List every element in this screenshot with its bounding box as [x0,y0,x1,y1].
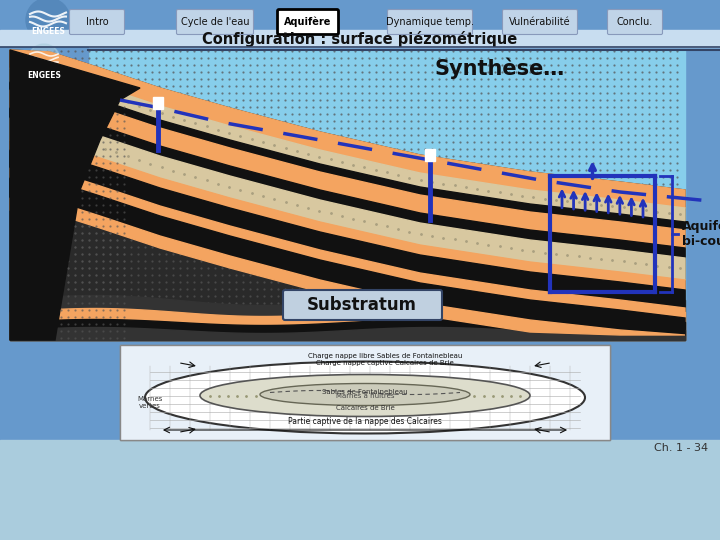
Bar [120,345,610,440]
FancyBboxPatch shape [387,10,472,35]
Polygon shape [10,68,685,222]
Text: Calcaires de Brie: Calcaires de Brie [336,404,395,410]
Ellipse shape [200,375,530,416]
Text: ENGEES: ENGEES [27,71,61,79]
Text: Charge nappe captive Calcaires de Brie: Charge nappe captive Calcaires de Brie [316,360,454,366]
Text: Intro: Intro [86,17,108,27]
Polygon shape [10,90,685,248]
FancyBboxPatch shape [277,10,338,35]
Bar [153,97,163,109]
Polygon shape [10,168,685,318]
Polygon shape [10,108,685,258]
Text: Ch. 1 - 34: Ch. 1 - 34 [654,443,708,453]
Text: Charge nappe libre Sables de Fontainebleau: Charge nappe libre Sables de Fontaineble… [308,353,462,359]
Circle shape [26,0,70,42]
Ellipse shape [145,361,585,434]
Bar [0,47,88,80]
Text: ENGEES: ENGEES [31,28,65,37]
Polygon shape [10,50,140,340]
Polygon shape [10,150,685,308]
Text: Substratum: Substratum [307,296,417,314]
Bar [425,149,435,161]
FancyBboxPatch shape [70,10,125,35]
Bar [0,30,720,47]
Text: Synthèse…: Synthèse… [435,57,565,79]
Text: Configuration : surface piézométrique: Configuration : surface piézométrique [202,31,518,47]
Text: Conclu.: Conclu. [617,17,653,27]
Text: Marnes
vertes: Marnes vertes [138,396,163,409]
Polygon shape [10,118,685,280]
Polygon shape [10,178,685,335]
Polygon shape [10,82,685,230]
Bar [120,345,610,440]
Text: Cycle de l'eau: Cycle de l'eau [181,17,249,27]
Bar [10,50,685,340]
Text: Dynamique temp.: Dynamique temp. [386,17,474,27]
Bar [120,345,610,440]
Text: Aquifère
bi-couche: Aquifère bi-couche [682,220,720,248]
Text: Partie captive de la nappe des Calcaires: Partie captive de la nappe des Calcaires [288,417,442,426]
FancyBboxPatch shape [503,10,577,35]
Text: Vulnérabilité: Vulnérabilité [509,17,571,27]
Polygon shape [10,50,685,208]
Circle shape [28,44,60,76]
FancyBboxPatch shape [176,10,253,35]
Polygon shape [10,198,685,335]
FancyBboxPatch shape [283,290,442,320]
FancyBboxPatch shape [608,10,662,35]
Ellipse shape [260,383,470,406]
Bar [0,440,720,540]
Text: Marnes à huîtres: Marnes à huîtres [336,394,395,400]
Text: Aquifère: Aquifère [284,17,332,27]
Text: Sables de Fontainebleau: Sables de Fontainebleau [322,389,408,395]
Polygon shape [10,50,685,340]
Polygon shape [10,140,685,290]
